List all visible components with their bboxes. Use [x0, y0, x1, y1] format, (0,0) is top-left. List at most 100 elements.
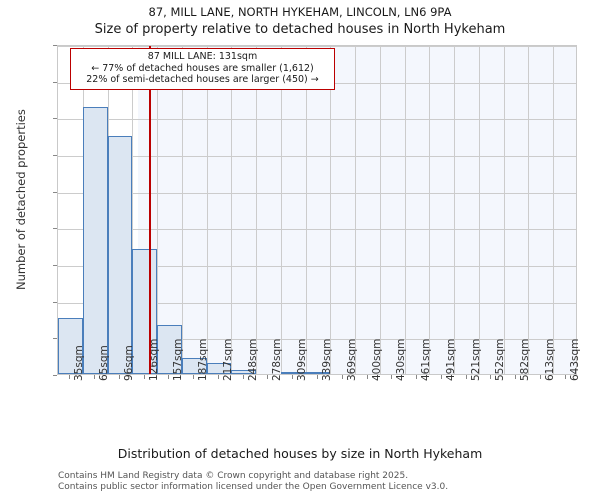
footer-attribution: Contains HM Land Registry data © Crown c… [58, 471, 448, 493]
x-axis-tick-mark [168, 375, 170, 379]
gridline [206, 46, 208, 374]
gridline [528, 46, 530, 374]
x-axis-tick-mark [341, 375, 343, 379]
gridline [181, 46, 183, 374]
gridline [553, 46, 555, 374]
gridline [379, 46, 381, 374]
property-annotation-box: 87 MILL LANE: 131sqm ← 77% of detached h… [70, 48, 335, 90]
x-axis-tick-label: 339sqm [321, 338, 333, 381]
x-axis-tick-mark [193, 375, 195, 379]
gridline [58, 229, 576, 231]
gridline [305, 46, 307, 374]
title-block: 87, MILL LANE, NORTH HYKEHAM, LINCOLN, L… [0, 0, 600, 38]
bar [231, 369, 257, 374]
gridline [404, 46, 406, 374]
y-axis-tick-mark [53, 338, 57, 340]
x-axis-tick-mark [391, 375, 393, 379]
gridline [58, 156, 576, 157]
gridline [429, 46, 431, 374]
footer-line-1: Contains HM Land Registry data © Crown c… [58, 471, 409, 481]
x-axis-tick-label: 521sqm [469, 338, 482, 381]
annotation-line-2: ← 77% of detached houses are smaller (1,… [91, 62, 314, 74]
x-axis-tick-mark [515, 375, 517, 379]
bar [132, 249, 158, 374]
bar [157, 325, 182, 374]
chart-subtitle: Size of property relative to detached ho… [94, 22, 506, 37]
gridline [58, 266, 576, 267]
y-axis-tick-mark [53, 228, 57, 230]
bar [82, 107, 108, 374]
x-axis-tick-mark [217, 375, 219, 379]
x-axis-tick-label: 278sqm [271, 338, 284, 381]
plot-area [57, 45, 577, 375]
x-axis-tick-label: 643sqm [568, 338, 581, 381]
x-axis-tick-label: 461sqm [420, 338, 433, 381]
y-axis-tick-mark [53, 155, 57, 156]
gridline [132, 46, 134, 374]
gridline [280, 46, 282, 374]
gridline [157, 46, 159, 374]
x-axis-tick-label: 96sqm [122, 345, 135, 381]
annotation-line-1: 87 MILL LANE: 131sqm [147, 51, 258, 62]
gridline [503, 46, 505, 374]
x-axis-tick-mark [490, 375, 492, 379]
bar [206, 363, 232, 374]
x-axis-label: Distribution of detached houses by size … [117, 446, 483, 461]
x-axis-tick-label: 552sqm [494, 338, 507, 381]
bar [107, 135, 133, 374]
x-axis-tick-mark [94, 375, 96, 379]
x-axis-tick-label: 35sqm [73, 345, 86, 381]
x-axis-tick-mark [69, 375, 71, 379]
gridline [330, 46, 332, 374]
y-axis-tick-mark [53, 301, 57, 303]
x-axis-tick-mark [292, 375, 294, 379]
bar [181, 358, 207, 374]
gridline [355, 46, 357, 374]
x-axis-tick-label: 65sqm [98, 345, 111, 381]
gridline [58, 46, 576, 47]
x-axis-tick-mark [242, 375, 244, 379]
footer-line-2: Contains public sector information licen… [58, 482, 449, 492]
annotation-line-3: 22% of semi-detached houses are larger (… [86, 74, 319, 85]
y-axis-tick-mark [53, 191, 57, 193]
gridline [454, 46, 456, 374]
x-axis-tick-mark [564, 375, 566, 379]
y-axis-label: Number of detached properties [14, 109, 28, 290]
property-marker-line [148, 46, 151, 374]
x-axis-tick-mark [317, 375, 318, 379]
x-axis-tick-mark [539, 375, 541, 379]
x-axis-tick-label: 157sqm [172, 338, 185, 381]
x-axis-tick-label: 369sqm [345, 338, 358, 381]
x-axis-tick-mark [440, 375, 442, 379]
x-axis-tick-mark [366, 375, 368, 379]
y-axis-tick-mark [53, 375, 57, 376]
y-axis-tick-mark [53, 81, 57, 83]
x-axis-tick-mark [267, 375, 269, 379]
gridline [58, 192, 576, 194]
bar [280, 372, 306, 374]
y-axis-tick-mark [53, 265, 57, 266]
gridline [231, 46, 233, 374]
gridline [256, 46, 258, 374]
gridline [478, 46, 480, 374]
x-axis-tick-label: 582sqm [519, 338, 532, 381]
gridline [58, 302, 576, 304]
x-axis-tick-mark [465, 375, 467, 379]
x-axis-tick-label: 613sqm [543, 338, 556, 381]
gridline [58, 339, 576, 341]
y-axis-tick-mark [53, 118, 57, 120]
x-axis-tick-label: 309sqm [296, 338, 309, 381]
x-axis-tick-label: 248sqm [246, 338, 259, 381]
x-axis-tick-mark [143, 375, 145, 379]
x-axis-tick-mark [416, 375, 418, 379]
x-axis-tick-label: 491sqm [444, 338, 457, 381]
x-axis-tick-label: 430sqm [395, 338, 408, 381]
x-axis-tick-label: 400sqm [370, 338, 383, 381]
page-title: 87, MILL LANE, NORTH HYKEHAM, LINCOLN, L… [148, 5, 452, 19]
bar [58, 318, 83, 374]
x-axis-tick-mark [118, 375, 120, 379]
y-axis-tick-mark [53, 45, 57, 46]
gridline [58, 119, 576, 121]
x-axis-tick-label: 187sqm [197, 338, 210, 381]
